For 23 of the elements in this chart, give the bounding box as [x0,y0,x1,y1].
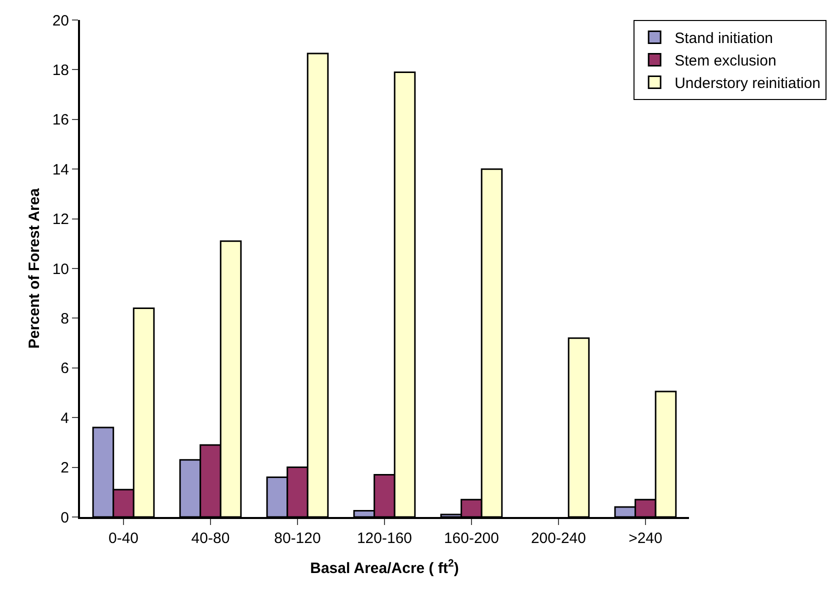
y-tick-label: 16 [52,112,69,129]
x-tick-label: 40-80 [191,530,230,547]
y-tick-label: 18 [52,62,69,79]
y-tick-label: 6 [60,360,69,378]
y-axis-title: Percent of Forest Area [26,188,43,349]
legend-label: Stand initiation [674,30,774,48]
legend-label: Stem exclusion [674,52,776,70]
y-tick-label: 4 [60,410,69,427]
y-tick-label: 12 [52,211,69,228]
x-tick-label: 0-40 [108,530,139,547]
y-tick-label: 8 [60,310,69,328]
x-axis-title: Basal Area/Acre ( ft$^{2}$) [310,558,459,577]
y-tick-label: 20 [52,12,69,30]
x-tick-label: 200-240 [530,530,586,547]
x-tick-label: >240 [628,530,662,547]
y-tick-label: 10 [52,260,69,278]
y-tick-label: 0 [60,509,69,526]
y-tick-label: 2 [60,460,69,477]
x-tick-label: 80-120 [274,530,321,547]
y-tick-label: 14 [52,161,69,178]
x-tick-label: 120-160 [356,530,412,547]
legend-label: Understory reinitiation [674,75,821,92]
x-tick-label: 160-200 [444,530,499,547]
